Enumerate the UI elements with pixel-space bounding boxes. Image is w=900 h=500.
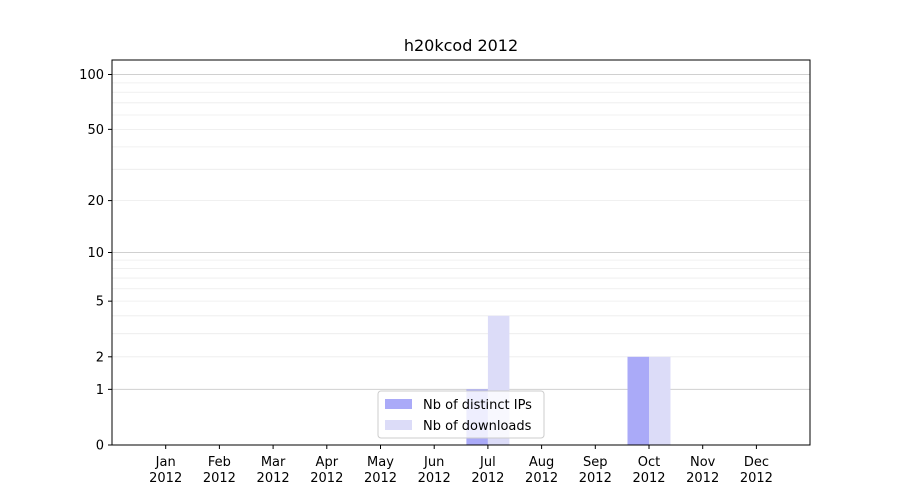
x-tick-label: Mar 2012: [257, 455, 290, 486]
y-axis: 0 1 2 5 10 20 50 100: [79, 68, 112, 454]
y-tick-label: 0: [96, 439, 104, 454]
x-tick-label: Aug 2012: [525, 455, 558, 486]
x-axis: Jan 2012 Feb 2012 Mar 2012 Apr 2012 May 2012 Jun 20…: [149, 445, 773, 486]
x-tick-label: Sep 2012: [579, 455, 612, 486]
grid-lines: [112, 74, 810, 390]
bar-distinct-ips: [627, 356, 649, 445]
legend-label: Nb of distinct IPs: [423, 398, 532, 413]
x-tick-label: Jan 2012: [149, 455, 182, 486]
x-tick-label: Nov 2012: [686, 455, 719, 486]
legend: Nb of distinct IPs Nb of downloads: [377, 390, 545, 439]
y-tick-label: 5: [96, 295, 104, 310]
x-tick-label: Jun 2012: [418, 455, 451, 486]
y-tick-label: 100: [79, 68, 104, 83]
x-tick-label: May 2012: [364, 455, 397, 486]
bar-downloads: [649, 356, 671, 445]
y-tick-label: 10: [87, 246, 104, 261]
x-tick-label: Jul 2012: [471, 455, 504, 486]
x-tick-label: Oct 2012: [632, 455, 665, 486]
x-tick-label: Apr 2012: [310, 455, 343, 486]
y-tick-label: 50: [87, 123, 104, 138]
chart-title: h20kcod 2012: [404, 36, 518, 55]
legend-box: [377, 390, 545, 439]
legend-swatch: [385, 399, 412, 409]
y-tick-label: 20: [87, 194, 104, 209]
y-tick-label: 2: [96, 350, 104, 365]
x-tick-label: Feb 2012: [203, 455, 236, 486]
legend-label: Nb of downloads: [423, 419, 532, 434]
legend-swatch: [385, 420, 412, 430]
x-tick-label: Dec 2012: [740, 455, 773, 486]
y-tick-label: 1: [96, 383, 104, 398]
